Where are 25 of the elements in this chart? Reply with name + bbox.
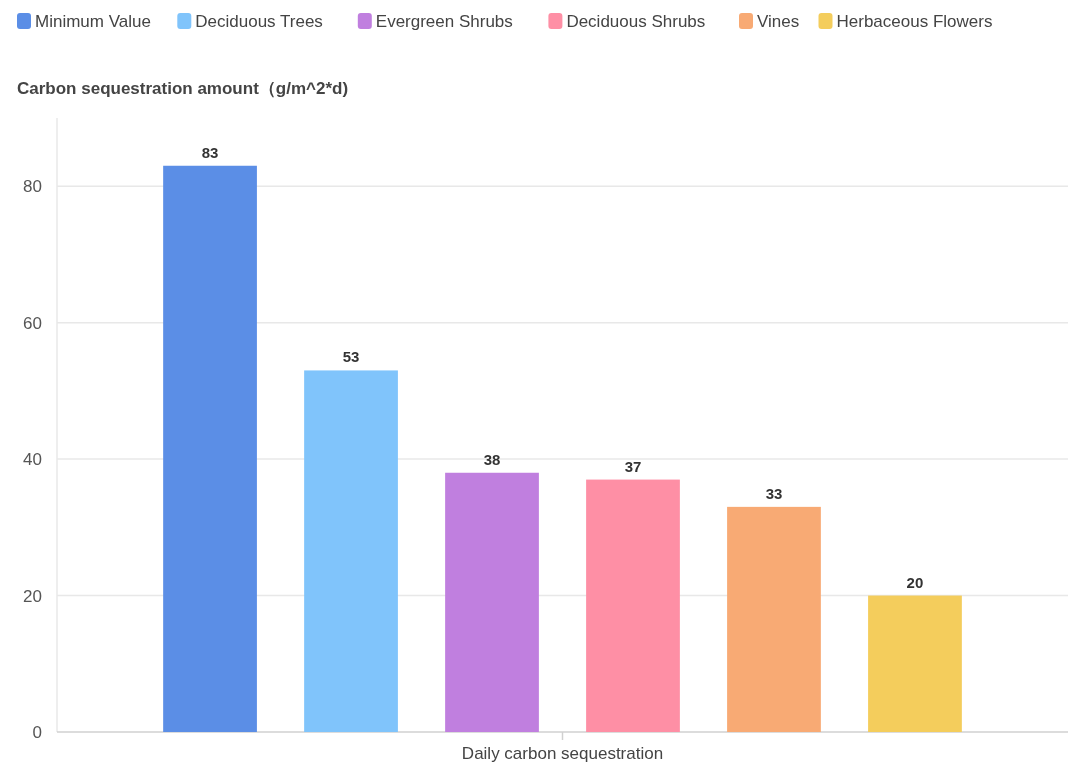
bar (445, 472, 539, 732)
legend-label: Vines (757, 12, 800, 31)
y-tick-label: 40 (23, 450, 42, 470)
legend-label: Minimum Value (35, 12, 151, 31)
bar (304, 370, 398, 732)
bar (868, 595, 962, 732)
bar (163, 165, 257, 732)
legend-label: Deciduous Trees (195, 12, 323, 31)
data-label: 83 (201, 143, 219, 161)
bar (586, 479, 680, 732)
legend-label: Herbaceous Flowers (836, 12, 993, 31)
y-tick-label: 60 (23, 313, 42, 333)
data-label: 38 (483, 450, 501, 468)
y-tick-label: 80 (23, 177, 42, 197)
y-tick-label: 0 (32, 723, 42, 742)
data-label: 20 (906, 573, 924, 591)
legend-label: Deciduous Shrubs (566, 12, 706, 31)
y-tick-label: 20 (23, 586, 42, 606)
data-label: 37 (624, 457, 642, 475)
bar (727, 506, 821, 732)
x-tick-label: Daily carbon sequestration (461, 744, 664, 763)
legend-label: Evergreen Shrubs (375, 12, 513, 31)
data-label: 53 (342, 348, 360, 366)
y-axis-title: Carbon sequestration amount（g/m^2*d) (17, 79, 349, 98)
data-label: 33 (765, 484, 783, 502)
